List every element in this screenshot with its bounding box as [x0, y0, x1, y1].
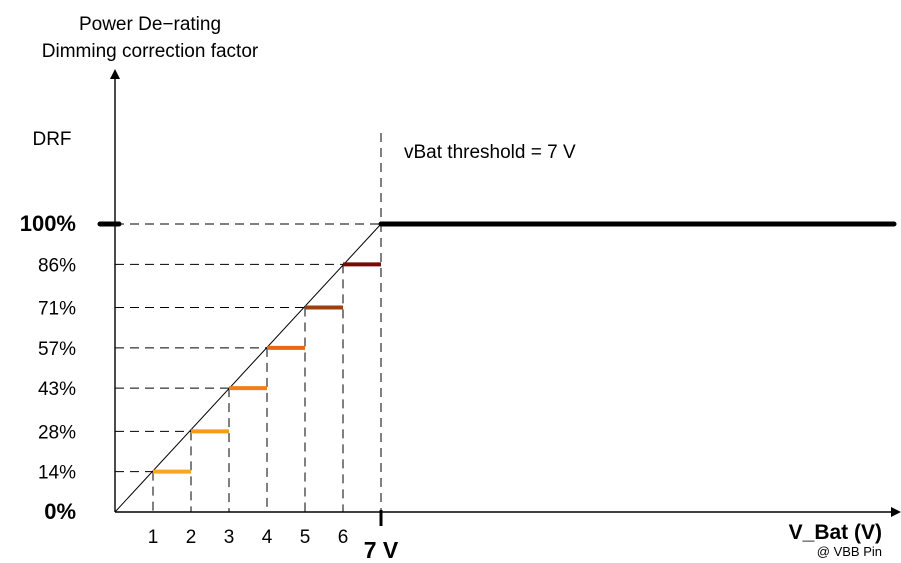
step-segments: [97, 221, 897, 474]
tick-labels: 0% 14% 28% 43% 57% 71% 86% 100% 1 2 3 4 5 6: [20, 211, 383, 548]
threshold-tick-label: 7 V: [364, 537, 399, 563]
y-tick-label-6: 71%: [38, 299, 76, 320]
x-axis-label: V_Bat (V): [789, 521, 882, 544]
ideal-derating-line: [114, 223, 382, 513]
x-axis-sublabel: @ VBB Pin: [817, 544, 882, 559]
guide-lines: [115, 133, 382, 512]
chart-title-line-2: Dimming correction factor: [42, 41, 259, 62]
x-tick-label-4: 4: [262, 527, 273, 548]
x-tick-label-2: 2: [186, 527, 197, 548]
y-tick-label-5: 57%: [38, 339, 76, 360]
threshold-label: vBat threshold = 7 V: [404, 142, 576, 163]
ideal-derating-line-group: [114, 223, 382, 513]
axes: [110, 69, 901, 517]
x-tick-label-6: 6: [338, 527, 349, 548]
y-tick-label-4: 43%: [38, 379, 76, 400]
y-tick-label-8: 100%: [20, 211, 76, 236]
y-tick-label-3: 28%: [38, 422, 76, 443]
y-axis-label: DRF: [32, 129, 71, 150]
y-tick-label-2: 14%: [38, 463, 76, 484]
x-tick-label-3: 3: [224, 527, 235, 548]
x-tick-label-1: 1: [148, 527, 159, 548]
y-tick-label-1: 0%: [44, 499, 76, 524]
chart-title-line-1: Power De−rating: [79, 14, 221, 35]
y-tick-label-7: 86%: [38, 255, 76, 276]
x-tick-label-5: 5: [300, 527, 311, 548]
